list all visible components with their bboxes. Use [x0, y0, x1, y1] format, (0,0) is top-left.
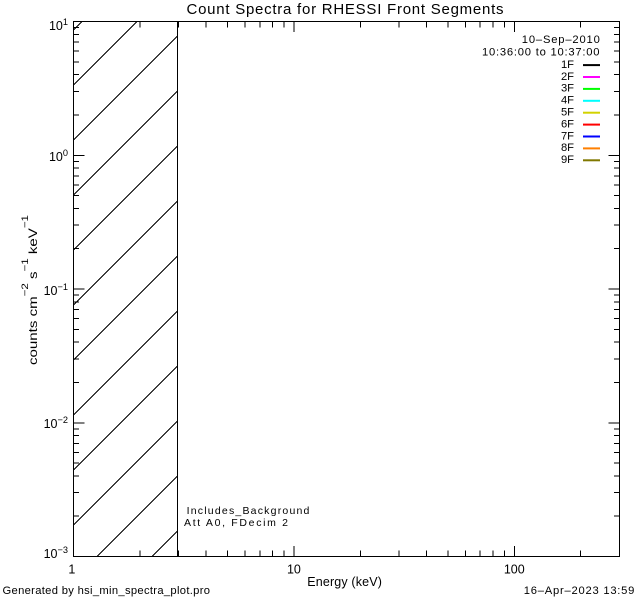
svg-text:16–Apr–2023 13:59: 16–Apr–2023 13:59: [524, 585, 635, 597]
svg-text:3F: 3F: [561, 83, 574, 95]
svg-text:4F: 4F: [561, 95, 574, 107]
svg-text:101: 101: [49, 17, 68, 33]
svg-text:1F: 1F: [561, 59, 574, 71]
svg-text:Generated by hsi_min_spectra_p: Generated by hsi_min_spectra_plot.pro: [3, 585, 211, 597]
svg-text:100: 100: [49, 148, 68, 164]
svg-text:Energy (keV): Energy (keV): [307, 575, 382, 589]
svg-text:Count Spectra for RHESSI Front: Count Spectra for RHESSI Front Segments: [187, 1, 504, 18]
svg-text:10: 10: [287, 563, 301, 577]
svg-text:9F: 9F: [561, 154, 574, 166]
svg-text:6F: 6F: [561, 118, 574, 130]
svg-text:Att A0, FDecim 2: Att A0, FDecim 2: [184, 517, 288, 529]
svg-text:10−2: 10−2: [44, 415, 68, 431]
svg-text:Includes_Background: Includes_Background: [187, 505, 310, 517]
svg-text:counts cm−2 s−1 keV−1: counts cm−2 s−1 keV−1: [20, 215, 40, 365]
svg-text:7F: 7F: [561, 130, 574, 142]
svg-text:1: 1: [68, 563, 75, 577]
svg-text:100: 100: [504, 563, 525, 577]
svg-text:10–Sep–2010: 10–Sep–2010: [522, 34, 600, 46]
svg-text:10:36:00 to 10:37:00: 10:36:00 to 10:37:00: [482, 47, 600, 59]
svg-text:10−3: 10−3: [44, 545, 68, 561]
svg-text:2F: 2F: [561, 71, 574, 83]
svg-text:5F: 5F: [561, 107, 574, 119]
svg-text:10−1: 10−1: [44, 282, 68, 298]
svg-text:8F: 8F: [561, 142, 574, 154]
